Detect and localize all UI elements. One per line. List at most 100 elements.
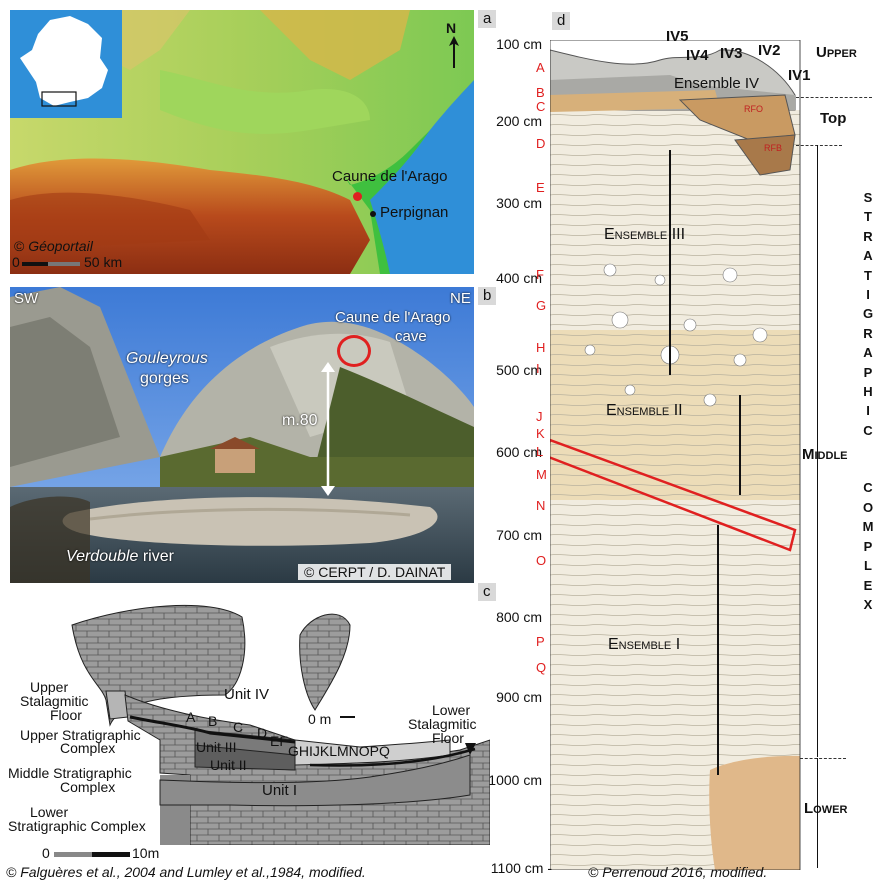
height-label: m.80 <box>282 412 318 429</box>
ensemble-iv-label: Ensemble IV <box>674 75 760 92</box>
complex-letter-1: O <box>862 499 874 515</box>
complex-letter-5: E <box>863 577 873 593</box>
lower-floor-2: Stalagmitic <box>408 716 477 732</box>
upper-floor-2: Stalagmitic <box>20 693 89 709</box>
panel-b-photo <box>10 287 474 583</box>
unit-i-label: Unit I <box>262 782 298 799</box>
stratigraphic-letter-9: P <box>863 364 873 380</box>
layer-letter-p: P <box>536 634 545 649</box>
layer-letter-k: K <box>536 426 545 441</box>
city-label: Perpignan <box>380 204 449 221</box>
iv4-label: IV4 <box>686 47 709 64</box>
stratigraphic-letter-12: C <box>863 422 873 438</box>
letters-ghq: GHIJKLMNOPQ <box>288 743 390 759</box>
letters-ef: EF <box>270 733 288 749</box>
scale-c-bar-gray <box>54 852 92 857</box>
upper-complex-1: Upper Stratigraphic <box>20 727 141 743</box>
layer-letter-e: E <box>536 180 545 195</box>
lower-complex-2: Stratigraphic Complex <box>8 818 146 834</box>
scale-small-label: 0 m <box>308 711 332 727</box>
stratigraphic-letter-10: H <box>863 384 873 399</box>
stratigraphic-letter-6: G <box>862 306 874 322</box>
rfb-label: RFB <box>764 143 782 153</box>
depth-500: 500 cm <box>496 362 542 378</box>
cross-section-diagram <box>71 604 490 845</box>
gorge-label-1: Gouleyrous <box>126 350 208 367</box>
stratigraphic-letter-2: R <box>863 228 873 244</box>
panel-a-letter: a <box>478 10 497 28</box>
top-dash-1 <box>796 97 872 98</box>
gorge-photo <box>10 287 474 583</box>
map-credit-symbol: © <box>14 238 25 254</box>
upper-label: Upper <box>816 44 857 61</box>
letter-d: D <box>257 725 268 741</box>
cave-label-2: cave <box>395 328 427 345</box>
layer-letter-h: H <box>536 340 546 355</box>
letter-a: A <box>186 709 196 725</box>
map-credit: © Géoportail <box>14 238 93 254</box>
scale-c-bar-black <box>92 852 130 857</box>
river-label: Verdouble river <box>66 548 174 566</box>
layer-letter-j: J <box>536 409 543 424</box>
lower-bracket <box>817 758 818 868</box>
top-dash-2 <box>796 145 842 146</box>
north-label: N <box>446 20 457 36</box>
depth-900: 900 cm <box>496 689 542 705</box>
complex-letter-2: M <box>862 519 874 534</box>
river-name: Verdouble <box>66 548 139 565</box>
upper-floor-3: Floor <box>50 707 82 723</box>
depth-600: 600 cm <box>496 444 542 460</box>
layer-letter-l: L <box>536 444 544 459</box>
cave-label-1: Caune de l'Arago <box>335 309 451 326</box>
rfo-label: RFO <box>744 104 763 114</box>
panel-d-letter: d <box>552 12 571 30</box>
iv1-label: IV1 <box>788 67 811 84</box>
depth-1100: 1100 cm - <box>490 860 552 876</box>
iv3-label: IV3 <box>720 45 743 62</box>
france-inset <box>10 10 122 118</box>
scale-c-start: 0 <box>42 845 50 861</box>
layer-letter-g: G <box>536 298 547 313</box>
ensemble-iii-label: Ensemble III <box>604 226 686 243</box>
stratigraphic-letter-0: S <box>863 190 873 205</box>
top-label: Top <box>820 110 847 127</box>
complex-letter-0: C <box>863 480 873 495</box>
layer-letter-n: N <box>536 498 546 513</box>
map-credit-name: Géoportail <box>28 238 93 254</box>
complex-letter-3: P <box>863 538 873 554</box>
stratigraphic-letter-11: I <box>866 403 870 419</box>
depth-400: 400 cm <box>496 270 542 286</box>
layer-letter-o: O <box>536 553 547 568</box>
relief-map <box>10 10 474 274</box>
depth-800: 800 cm <box>496 609 542 625</box>
panel-c-letter: c <box>478 583 496 601</box>
upper-floor-1: Upper <box>30 679 69 695</box>
dir-left: SW <box>14 290 39 307</box>
layer-letter-a: A <box>536 60 545 75</box>
letter-c: C <box>233 719 244 735</box>
lower-dash <box>800 758 846 759</box>
letter-b: B <box>208 713 218 729</box>
lower-floor-3: Floor <box>432 730 464 746</box>
layer-letter-q: Q <box>536 660 547 675</box>
depth-100: 100 cm <box>496 36 542 52</box>
complex-letter-6: X <box>863 597 873 612</box>
layer-letter-c: C <box>536 99 546 114</box>
credit-d: © Perrenoud 2016, modified. <box>588 864 768 880</box>
layer-letter-f: F <box>536 267 544 282</box>
ensemble-i-label: Ensemble I <box>608 636 681 653</box>
stratigraphic-letter-1: T <box>864 209 872 225</box>
middle-complex-2: Complex <box>60 779 116 795</box>
photo-credit: © CERPT / D. DAINAT <box>298 564 452 580</box>
gorge-label-2: gorges <box>140 370 189 387</box>
dir-right: NE <box>450 290 471 307</box>
panel-a-map <box>10 10 474 274</box>
stratigraphic-letter-7: R <box>863 325 873 341</box>
stratigraphic-letter-3: A <box>863 248 873 264</box>
layer-letter-d: D <box>536 136 546 151</box>
river-word: river <box>142 548 174 565</box>
depth-700: 700 cm <box>496 527 542 543</box>
ensemble-ii-label: Ensemble II <box>606 402 683 419</box>
middle-label: Middle <box>802 446 848 463</box>
stratigraphic-letter-8: A <box>863 345 873 361</box>
